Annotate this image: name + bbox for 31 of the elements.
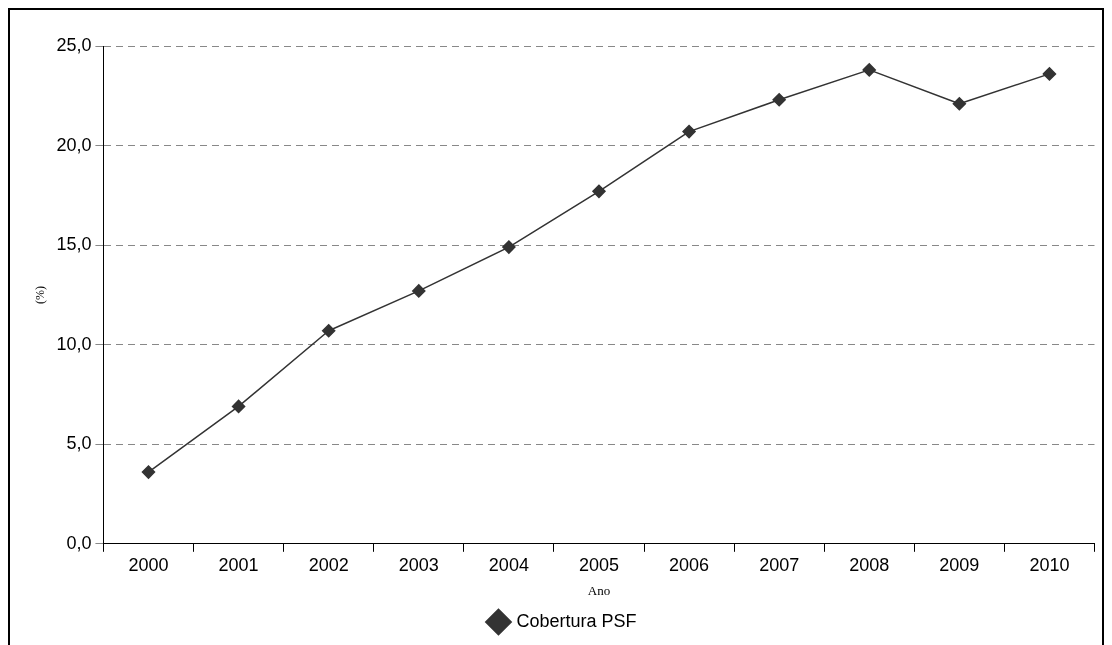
x-tick-label: 2008 bbox=[849, 554, 890, 575]
x-tick-label: 2000 bbox=[128, 554, 169, 575]
point bbox=[1042, 67, 1057, 81]
point bbox=[141, 465, 156, 479]
point bbox=[502, 240, 516, 254]
point bbox=[321, 323, 336, 338]
y-tick-label: 5,0 bbox=[66, 433, 92, 454]
x-tick-label: 2009 bbox=[939, 554, 980, 575]
y-tick-label: 20,0 bbox=[56, 134, 92, 155]
x-tick-label: 2005 bbox=[578, 554, 619, 575]
point bbox=[231, 399, 246, 414]
x-tick-label: 2001 bbox=[218, 554, 259, 575]
point bbox=[862, 63, 877, 77]
x-tick-label: 2002 bbox=[308, 554, 349, 575]
x-tick-label: 2006 bbox=[669, 554, 710, 575]
point bbox=[772, 93, 786, 107]
y-tick-label: 15,0 bbox=[56, 234, 92, 255]
legend-label: Cobertura PSF bbox=[516, 610, 637, 631]
x-tick-label: 2007 bbox=[759, 554, 800, 575]
y-tick-label: 10,0 bbox=[56, 333, 92, 354]
x-tick-label: 2003 bbox=[398, 554, 439, 575]
point bbox=[412, 284, 426, 298]
point bbox=[592, 184, 606, 199]
y-axis-title: (%) bbox=[33, 285, 48, 304]
x-axis-title: Ano bbox=[587, 582, 611, 598]
x-tick-label: 2004 bbox=[488, 554, 529, 575]
x-tick-label: 2010 bbox=[1029, 554, 1070, 575]
point bbox=[682, 124, 696, 139]
point bbox=[952, 97, 967, 111]
y-tick-label: 25,0 bbox=[56, 34, 92, 55]
y-tick-label: 0,0 bbox=[66, 532, 92, 553]
